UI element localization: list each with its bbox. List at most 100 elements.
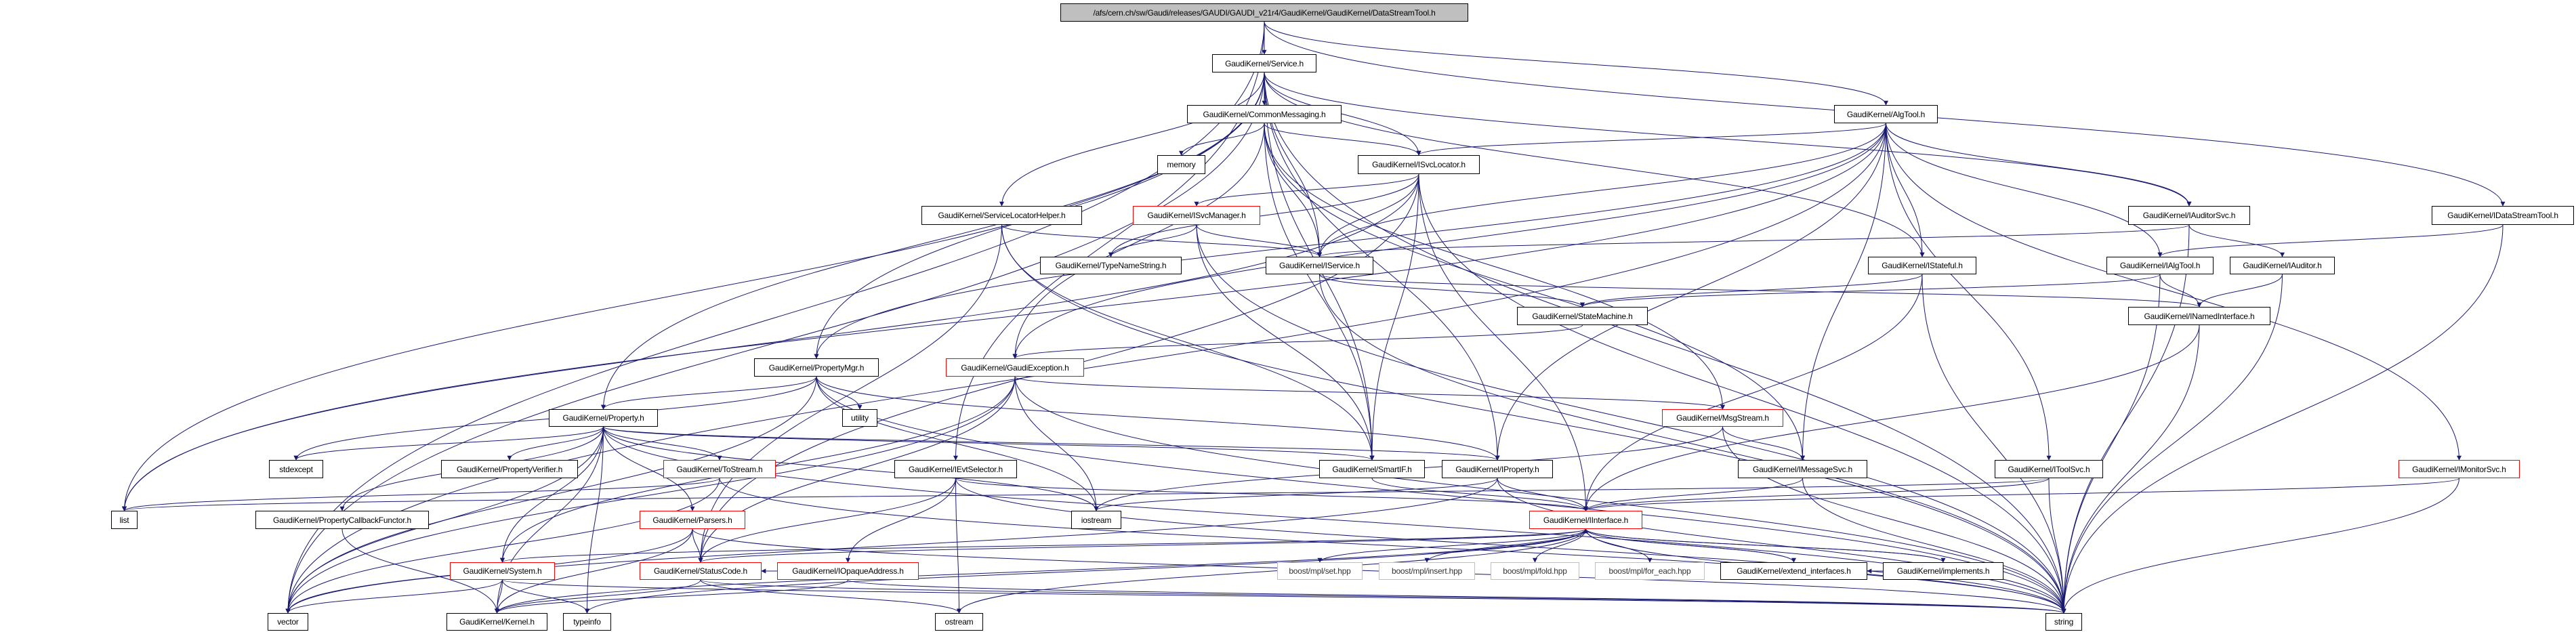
node-istateful[interactable]: GaudiKernel/IStateful.h <box>1868 257 1976 274</box>
node-utility[interactable]: utility <box>842 409 877 427</box>
edge-iinterface-to-statuscode <box>698 528 1586 563</box>
edge-property-to-iproperty <box>603 426 1500 461</box>
node-inamedinterface[interactable]: GaudiKernel/INamedInterface.h <box>2128 307 2270 325</box>
edge-istateful-to-iinterface <box>1583 274 1923 511</box>
edge-itoolsvc-to-iinterface <box>1583 478 2050 511</box>
edge-idatastreamtool-to-ialgtool <box>2157 224 2504 257</box>
edge-propertymgr-to-property <box>601 376 817 410</box>
edge-algtool-to-propertymgr <box>814 123 1886 359</box>
edge-algtool-to-gaudiexception <box>1012 123 1886 359</box>
edge-root-to-vector <box>285 21 1265 614</box>
node-ievtselector[interactable]: GaudiKernel/IEvtSelector.h <box>894 460 1017 478</box>
node-smartif[interactable]: GaudiKernel/SmartIF.h <box>1319 460 1425 478</box>
edge-commonmessaging-to-imessagesvc <box>1264 123 1805 461</box>
edge-parsers-to-string <box>692 528 2066 614</box>
node-ialgtool[interactable]: GaudiKernel/IAlgTool.h <box>2106 257 2214 274</box>
edge-statuscode-to-string <box>700 579 2066 614</box>
node-commonmessaging[interactable]: GaudiKernel/CommonMessaging.h <box>1187 105 1342 123</box>
edge-istateful-to-statemachine <box>1580 274 1923 308</box>
edge-isvcmanager-to-string <box>1196 224 2066 614</box>
edge-servicelocatorhelper-to-statuscode <box>698 224 1002 563</box>
node-service[interactable]: GaudiKernel/Service.h <box>1212 54 1316 72</box>
node-gaudiexception[interactable]: GaudiKernel/GaudiException.h <box>946 358 1084 377</box>
edge-iinterface-to-boost_set <box>1317 528 1586 563</box>
edge-isvclocator-to-string <box>1418 173 2066 614</box>
node-boost-insert[interactable]: boost/mpl/insert.hpp <box>1379 562 1475 580</box>
edge-root-to-ievtselector <box>953 21 1265 461</box>
edge-ialgtool-to-statemachine <box>1580 274 2161 308</box>
node-boost-set[interactable]: boost/mpl/set.hpp <box>1277 562 1363 580</box>
edge-iinterface-to-ostream <box>957 528 1586 614</box>
node-iauditor[interactable]: GaudiKernel/IAuditor.h <box>2230 257 2335 274</box>
node-statemachine[interactable]: GaudiKernel/StateMachine.h <box>1517 307 1648 325</box>
edge-commonmessaging-to-msgstream <box>1264 123 1725 410</box>
node-list[interactable]: list <box>111 511 138 529</box>
edge-iinterface-to-system <box>500 528 1586 563</box>
node-system[interactable]: GaudiKernel/System.h <box>450 562 555 580</box>
node-iostream[interactable]: iostream <box>1071 511 1121 529</box>
edge-algtool-to-isvclocator <box>1416 123 1886 156</box>
edge-property-to-system <box>500 426 604 563</box>
edge-parsers-to-kernel <box>495 528 693 614</box>
node-root[interactable]: /afs/cern.ch/sw/Gaudi/releases/GAUDI/GAU… <box>1060 3 1468 22</box>
edge-property-to-propertyverifier <box>507 426 604 461</box>
edge-propertycallbackfunctor-to-kernel <box>341 528 499 614</box>
node-imessagesvc[interactable]: GaudiKernel/IMessageSvc.h <box>1738 460 1867 478</box>
edge-tostream-to-string <box>719 478 2066 614</box>
edge-commonmessaging-to-memory <box>1179 123 1265 156</box>
edge-imessagesvc-to-iinterface <box>1583 478 1803 511</box>
node-isvclocator[interactable]: GaudiKernel/ISvcLocator.h <box>1358 155 1480 174</box>
node-msgstream[interactable]: GaudiKernel/MsgStream.h <box>1662 409 1783 427</box>
edge-iauditorsvc-to-iservice <box>1317 224 2190 257</box>
node-vector[interactable]: vector <box>268 613 308 631</box>
node-kernel[interactable]: GaudiKernel/Kernel.h <box>446 613 547 631</box>
edge-statuscode-to-ostream <box>700 579 961 614</box>
node-propertymgr[interactable]: GaudiKernel/PropertyMgr.h <box>754 358 879 377</box>
node-boost-for-each[interactable]: boost/mpl/for_each.hpp <box>1595 562 1705 580</box>
node-extend-interfaces[interactable]: GaudiKernel/extend_interfaces.h <box>1720 562 1867 580</box>
node-algtool[interactable]: GaudiKernel/AlgTool.h <box>1834 105 1938 123</box>
node-iauditorsvc[interactable]: GaudiKernel/IAuditorSvc.h <box>2128 206 2250 225</box>
node-stdexcept[interactable]: stdexcept <box>269 460 323 478</box>
node-propertycallbackfunctor[interactable]: GaudiKernel/PropertyCallbackFunctor.h <box>255 511 429 529</box>
node-typenamestring[interactable]: GaudiKernel/TypeNameString.h <box>1040 257 1182 274</box>
node-iinterface[interactable]: GaudiKernel/IInterface.h <box>1529 511 1642 529</box>
node-itoolsvc[interactable]: GaudiKernel/IToolSvc.h <box>1995 460 2103 478</box>
edge-inamedinterface-to-string <box>2061 324 2200 614</box>
edge-property-to-string <box>603 426 2066 614</box>
edge-ialgtool-to-string <box>2061 274 2161 614</box>
edge-algtool-to-list <box>122 123 1886 511</box>
node-memory[interactable]: memory <box>1157 155 1205 174</box>
node-imonitorsvc[interactable]: GaudiKernel/IMonitorSvc.h <box>2398 460 2520 478</box>
node-propertyverifier[interactable]: GaudiKernel/PropertyVerifier.h <box>441 460 578 478</box>
node-boost-fold[interactable]: boost/mpl/fold.hpp <box>1491 562 1579 580</box>
edge-algtool-to-iauditorsvc <box>1886 123 2192 207</box>
node-statuscode[interactable]: GaudiKernel/StatusCode.h <box>640 562 762 580</box>
edge-ialgtool-to-inamedinterface <box>2159 274 2202 308</box>
node-ostream[interactable]: ostream <box>935 613 983 631</box>
node-iopaqueaddress[interactable]: GaudiKernel/IOpaqueAddress.h <box>777 562 919 580</box>
node-typeinfo[interactable]: typeinfo <box>563 613 611 631</box>
edge-service-to-property <box>601 72 1265 410</box>
node-property[interactable]: GaudiKernel/Property.h <box>549 409 658 427</box>
edge-servicelocatorhelper-to-string <box>1001 224 2066 614</box>
edge-algtool-to-istateful <box>1886 123 1925 257</box>
node-isvcmanager[interactable]: GaudiKernel/ISvcManager.h <box>1133 206 1260 225</box>
edge-isvcmanager-to-typenamestring <box>1108 224 1197 257</box>
edge-propertymgr-to-iostream <box>816 376 1099 511</box>
node-tostream[interactable]: GaudiKernel/ToStream.h <box>663 460 776 478</box>
edge-isvclocator-to-typenamestring <box>1108 173 1419 257</box>
node-implements[interactable]: GaudiKernel/implements.h <box>1883 562 2003 580</box>
edge-iinterface-to-boost_fold <box>1533 528 1586 563</box>
edge-itoolsvc-to-list <box>122 478 2050 511</box>
node-iservice[interactable]: GaudiKernel/IService.h <box>1266 257 1373 274</box>
node-idatastreamtool[interactable]: GaudiKernel/IDataStreamTool.h <box>2432 206 2574 225</box>
edge-iinterface-to-kernel <box>495 528 1586 614</box>
node-iproperty[interactable]: GaudiKernel/IProperty.h <box>1442 460 1553 478</box>
node-servicelocatorhelper[interactable]: GaudiKernel/ServiceLocatorHelper.h <box>921 206 1082 225</box>
node-string[interactable]: string <box>2045 613 2082 631</box>
edge-iinterface-to-typeinfo <box>585 528 1586 614</box>
edge-extend_interfaces-to-iinterface <box>1583 528 1794 563</box>
node-parsers[interactable]: GaudiKernel/Parsers.h <box>640 511 745 529</box>
edge-statuscode-to-kernel <box>495 579 701 614</box>
